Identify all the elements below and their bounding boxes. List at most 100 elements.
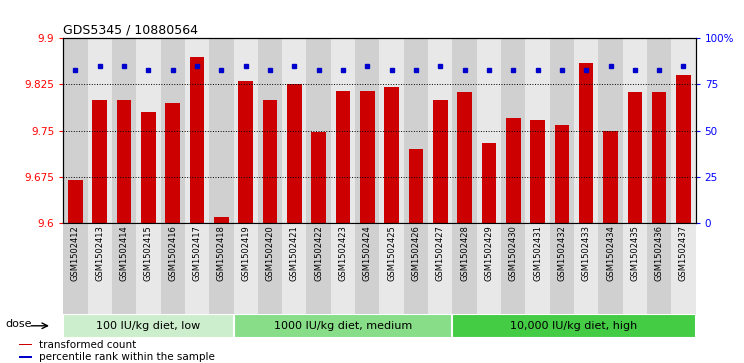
Bar <box>136 223 161 314</box>
Bar <box>141 112 155 223</box>
Bar <box>282 223 307 314</box>
Bar <box>647 223 671 314</box>
Text: GSM1502437: GSM1502437 <box>679 225 688 281</box>
Bar <box>385 87 399 223</box>
Bar <box>603 131 618 223</box>
Bar <box>647 38 671 223</box>
Bar <box>282 38 307 223</box>
Text: GSM1502436: GSM1502436 <box>655 225 664 281</box>
Bar <box>355 38 379 223</box>
Bar <box>379 223 404 314</box>
Bar <box>311 132 326 223</box>
Bar <box>506 118 521 223</box>
Bar <box>550 223 574 314</box>
Text: GSM1502431: GSM1502431 <box>533 225 542 281</box>
Text: GSM1502426: GSM1502426 <box>411 225 420 281</box>
Bar <box>623 38 647 223</box>
Bar <box>209 38 234 223</box>
Bar <box>623 223 647 314</box>
Bar <box>165 103 180 223</box>
Bar <box>185 38 209 223</box>
Text: 10,000 IU/kg diet, high: 10,000 IU/kg diet, high <box>510 321 638 331</box>
Bar <box>652 93 667 223</box>
Bar <box>234 314 452 338</box>
Bar <box>331 38 355 223</box>
Bar <box>379 38 404 223</box>
Text: GSM1502434: GSM1502434 <box>606 225 615 281</box>
Bar <box>574 223 598 314</box>
Bar <box>287 84 301 223</box>
Bar <box>63 38 88 223</box>
Bar <box>525 223 550 314</box>
Bar <box>19 344 32 346</box>
Text: GSM1502414: GSM1502414 <box>120 225 129 281</box>
Bar <box>258 223 282 314</box>
Text: GSM1502412: GSM1502412 <box>71 225 80 281</box>
Bar <box>501 223 525 314</box>
Bar <box>530 119 545 223</box>
Bar <box>117 100 132 223</box>
Text: GSM1502418: GSM1502418 <box>217 225 226 281</box>
Bar <box>598 223 623 314</box>
Bar <box>627 93 642 223</box>
Bar <box>525 38 550 223</box>
Bar <box>307 223 331 314</box>
Bar <box>92 100 107 223</box>
Bar <box>671 38 696 223</box>
Bar <box>68 180 83 223</box>
Text: dose: dose <box>5 319 31 329</box>
Bar <box>112 223 136 314</box>
Bar <box>554 125 569 223</box>
Bar <box>481 143 496 223</box>
Bar <box>574 38 598 223</box>
Text: GSM1502416: GSM1502416 <box>168 225 177 281</box>
Bar <box>258 38 282 223</box>
Bar <box>214 217 228 223</box>
Bar <box>458 93 472 223</box>
Bar <box>360 90 374 223</box>
Bar <box>209 223 234 314</box>
Bar <box>307 38 331 223</box>
Bar <box>161 223 185 314</box>
Bar <box>477 38 501 223</box>
Bar <box>63 223 88 314</box>
Bar <box>63 314 234 338</box>
Bar <box>404 38 428 223</box>
Bar <box>19 356 32 358</box>
Bar <box>404 223 428 314</box>
Text: transformed count: transformed count <box>39 340 136 350</box>
Text: GSM1502424: GSM1502424 <box>363 225 372 281</box>
Text: GSM1502422: GSM1502422 <box>314 225 323 281</box>
Bar <box>433 100 448 223</box>
Bar <box>234 223 258 314</box>
Bar <box>112 38 136 223</box>
Text: GSM1502435: GSM1502435 <box>630 225 639 281</box>
Text: GSM1502433: GSM1502433 <box>582 225 591 281</box>
Text: GSM1502429: GSM1502429 <box>484 225 493 281</box>
Bar <box>452 314 696 338</box>
Text: GSM1502430: GSM1502430 <box>509 225 518 281</box>
Bar <box>428 223 452 314</box>
Bar <box>161 38 185 223</box>
Bar <box>263 100 278 223</box>
Bar <box>355 223 379 314</box>
Text: GSM1502417: GSM1502417 <box>193 225 202 281</box>
Bar <box>428 38 452 223</box>
Bar <box>88 38 112 223</box>
Text: percentile rank within the sample: percentile rank within the sample <box>39 352 214 362</box>
Text: GSM1502432: GSM1502432 <box>557 225 566 281</box>
Bar <box>408 149 423 223</box>
Bar <box>234 38 258 223</box>
Text: GSM1502421: GSM1502421 <box>290 225 299 281</box>
Bar <box>185 223 209 314</box>
Bar <box>452 223 477 314</box>
Bar <box>501 38 525 223</box>
Bar <box>671 223 696 314</box>
Bar <box>550 38 574 223</box>
Bar <box>676 75 690 223</box>
Bar <box>598 38 623 223</box>
Text: GSM1502415: GSM1502415 <box>144 225 153 281</box>
Text: GDS5345 / 10880564: GDS5345 / 10880564 <box>63 24 198 37</box>
Bar <box>238 81 253 223</box>
Text: GSM1502413: GSM1502413 <box>95 225 104 281</box>
